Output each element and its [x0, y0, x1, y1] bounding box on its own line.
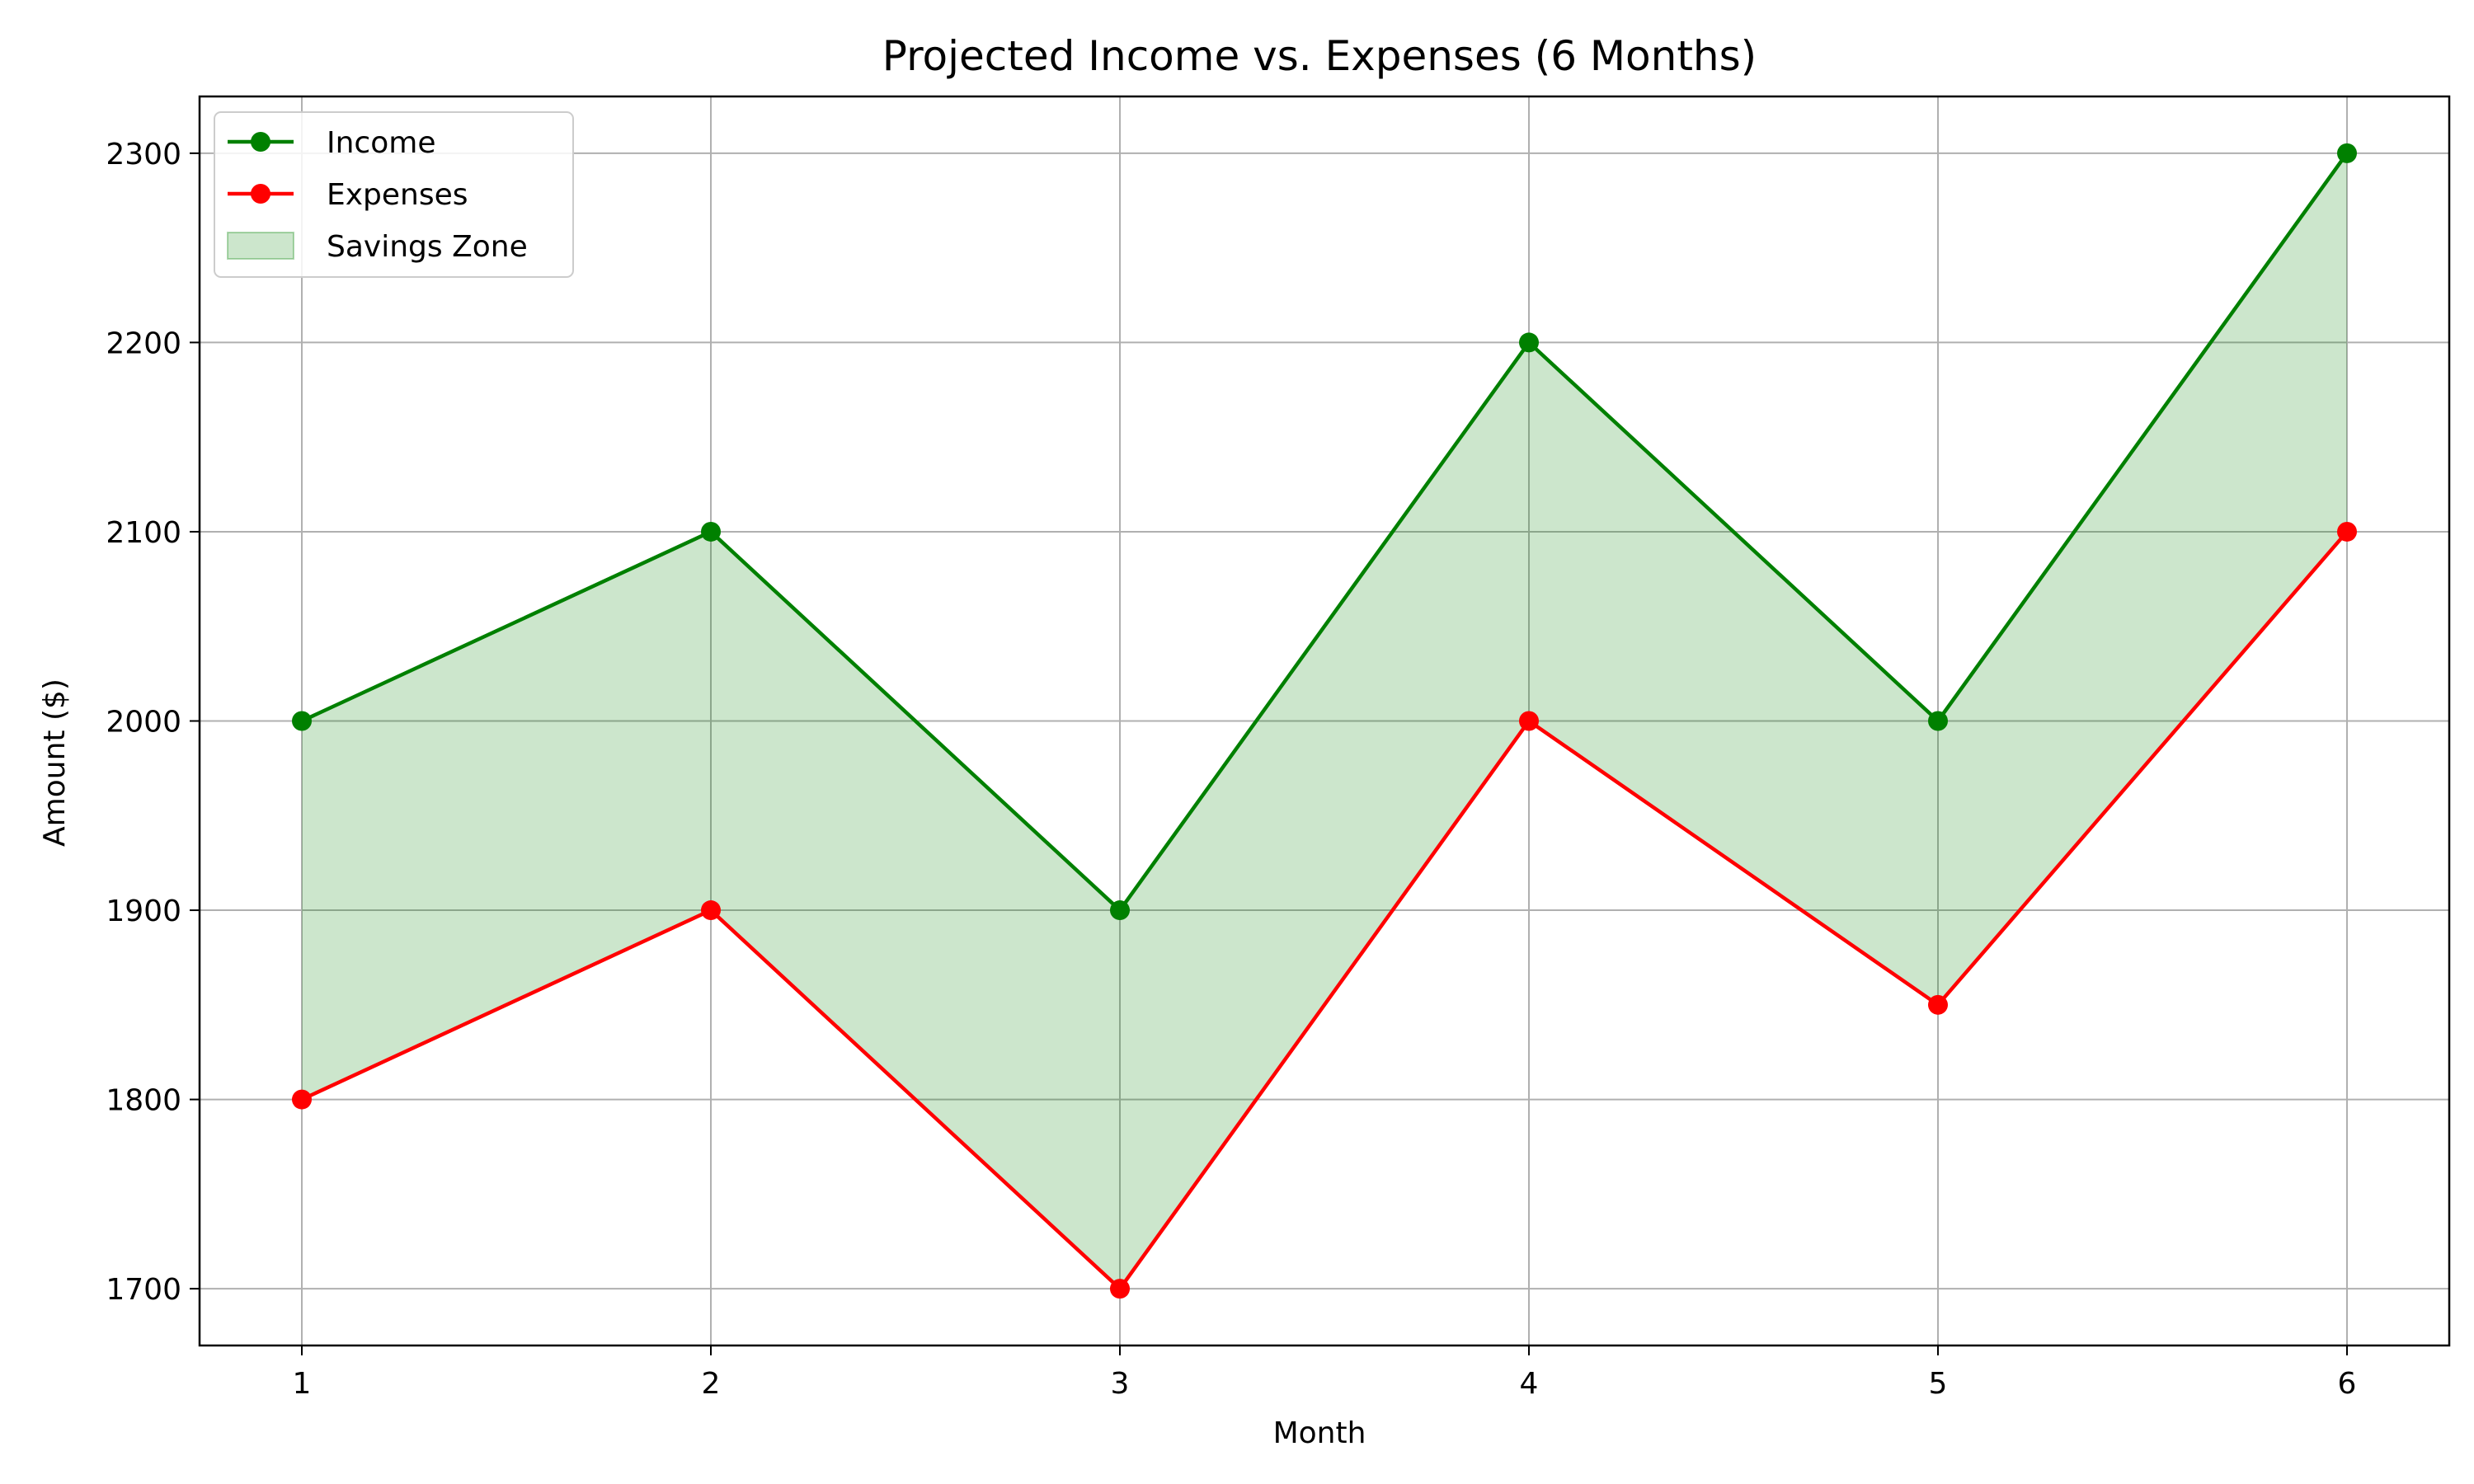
- expenses-point: [701, 900, 721, 921]
- expenses-point: [1519, 711, 1539, 731]
- expenses-point: [292, 1089, 312, 1110]
- y-tick-label: 1800: [106, 1084, 181, 1118]
- legend: Income Expenses Savings Zone: [214, 111, 574, 278]
- legend-savings-zone-label: Savings Zone: [327, 230, 528, 264]
- income-point: [701, 521, 721, 542]
- income-point: [2337, 143, 2357, 163]
- income-point: [1928, 711, 1948, 731]
- expenses-line: [301, 530, 2349, 1291]
- expenses-point: [2337, 521, 2357, 542]
- chart-title: Projected Income vs. Expenses (6 Months): [882, 32, 1757, 80]
- y-axis-ticks: 1700 1800 1900 2000 2100 2200 2300: [106, 138, 200, 1307]
- expenses-point: [1928, 994, 1948, 1015]
- expenses-point: [1110, 1279, 1130, 1299]
- series-layer: [292, 143, 2357, 1299]
- x-tick-label: 6: [2338, 1367, 2357, 1401]
- legend-income-marker: [251, 132, 270, 152]
- x-tick-label: 1: [293, 1367, 312, 1401]
- income-line: [301, 152, 2349, 913]
- y-tick-label: 1700: [106, 1273, 181, 1307]
- y-tick-label: 2300: [106, 138, 181, 171]
- x-tick-label: 2: [702, 1367, 721, 1401]
- x-tick-label: 4: [1520, 1367, 1539, 1401]
- x-tick-label: 3: [1111, 1367, 1130, 1401]
- y-axis-label: Amount ($): [38, 679, 72, 847]
- x-axis-ticks: 1 2 3 4 5 6: [293, 1345, 2357, 1401]
- x-tick-label: 5: [1929, 1367, 1948, 1401]
- y-tick-label: 1900: [106, 895, 181, 928]
- y-tick-label: 2200: [106, 326, 181, 360]
- y-tick-label: 2100: [106, 516, 181, 550]
- x-axis-label: Month: [1273, 1416, 1366, 1450]
- legend-box: [214, 111, 574, 278]
- legend-income-label: Income: [327, 126, 435, 160]
- income-point: [292, 711, 312, 731]
- legend-expenses-marker: [251, 184, 270, 204]
- legend-expenses-label: Expenses: [327, 178, 468, 212]
- income-point: [1110, 900, 1130, 921]
- income-point: [1519, 332, 1539, 353]
- legend-savings-zone-swatch: [227, 232, 294, 260]
- y-tick-label: 2000: [106, 706, 181, 740]
